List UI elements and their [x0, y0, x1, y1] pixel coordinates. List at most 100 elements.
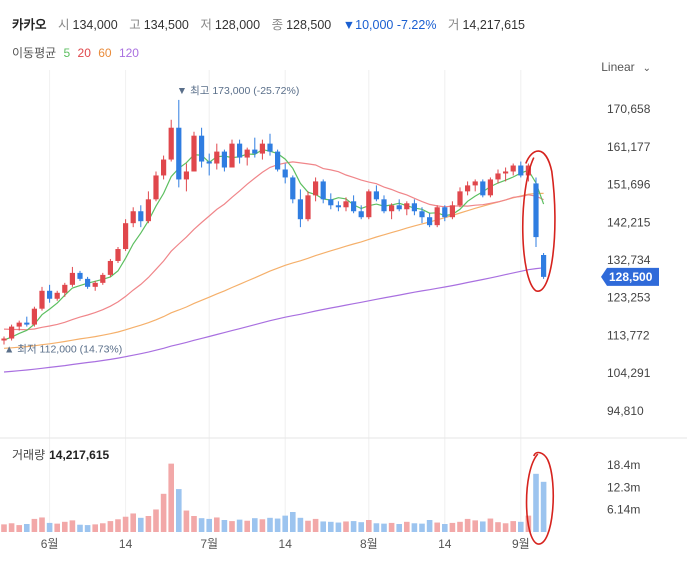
volume-bar	[502, 523, 509, 532]
candle-body	[267, 143, 273, 152]
volume-bar	[533, 473, 539, 532]
volume-bar	[540, 481, 547, 532]
price-tick-label: 161,177	[607, 140, 651, 154]
candle-body	[16, 322, 22, 327]
candle-body	[442, 207, 448, 218]
low-label: 저	[200, 18, 212, 32]
moving-average-legend: 이동평균 5 20 60 120	[12, 44, 143, 61]
volume-panel-value: 14,217,615	[49, 448, 110, 462]
volume-bar	[252, 518, 258, 532]
x-tick-label: 8월	[360, 537, 378, 551]
price-tick-label: 123,253	[607, 291, 651, 305]
volume-bar	[138, 517, 144, 532]
candle-body	[411, 203, 417, 212]
candle-body	[358, 211, 364, 218]
candle-body	[214, 151, 220, 164]
volume-tick-label: 6.14m	[607, 503, 640, 517]
volume-bar	[373, 523, 380, 532]
candle-body	[77, 272, 83, 279]
volume-bar	[31, 518, 38, 532]
candle-body	[366, 191, 372, 218]
volume-bar	[404, 521, 410, 532]
ma120-line	[3, 267, 544, 373]
candle-body	[31, 308, 37, 325]
volume-bar	[464, 518, 471, 532]
ma5-line	[3, 148, 545, 341]
volume-bar	[411, 523, 418, 532]
candle-body	[100, 274, 106, 283]
volume-bar	[312, 518, 319, 532]
volume-bar	[434, 522, 440, 532]
volume-bar	[396, 524, 402, 532]
volume-bar	[487, 518, 494, 532]
volume-panel-label: 거래량	[12, 448, 46, 462]
price-tick-label: 132,734	[607, 253, 651, 267]
volume-bar	[168, 463, 174, 532]
volume-bar	[84, 525, 91, 532]
quote-header: 카카오 시 134,000 고 134,500 저 128,000 종 128,500 …	[12, 14, 533, 33]
candle-body	[9, 326, 15, 339]
volume-bar	[214, 517, 220, 532]
candle-body	[351, 201, 357, 212]
candle-body	[24, 322, 30, 325]
close-value: 128,500	[286, 18, 332, 32]
candle-body	[313, 181, 319, 196]
candle-body	[161, 159, 167, 176]
candle-body	[107, 260, 113, 275]
candle-body	[1, 338, 7, 341]
candle-body	[510, 165, 516, 172]
change-value: ▼10,000 -7.22%	[342, 18, 437, 32]
candle-body	[381, 199, 387, 212]
x-tick-label: 9월	[512, 537, 530, 551]
candle-body	[472, 181, 478, 186]
volume-bar	[381, 523, 387, 532]
volume-bar	[510, 521, 516, 532]
candle-body	[328, 199, 334, 206]
candle-body	[62, 284, 68, 293]
volume-bar	[145, 516, 152, 532]
min-price-annotation: ▲ 최저 112,000 (14.73%)	[4, 343, 122, 355]
candle-body	[541, 255, 547, 277]
volume-bar	[449, 522, 456, 532]
candle-body	[518, 165, 524, 176]
candle-body	[85, 278, 91, 287]
volume-bar	[366, 520, 372, 532]
candle-body	[396, 205, 402, 210]
candle-body	[449, 205, 455, 218]
candle-body	[69, 272, 75, 285]
candle-body	[168, 127, 174, 160]
candle-body	[145, 199, 151, 222]
chevron-down-icon: ⌄	[642, 63, 651, 74]
volume-bar	[92, 524, 98, 532]
candle-body	[244, 149, 250, 158]
open-value: 134,000	[72, 18, 118, 32]
scale-selector[interactable]: Linear ⌄	[601, 60, 651, 74]
last-price-tag	[601, 267, 659, 286]
volume-bar	[229, 521, 235, 532]
volume-bar	[518, 521, 524, 532]
candle-body	[419, 211, 425, 218]
price-tick-label: 170,658	[607, 102, 651, 116]
highlight-circle-volume	[525, 451, 555, 545]
stock-name: 카카오	[12, 18, 47, 32]
candle-body	[199, 135, 205, 162]
scale-label: Linear	[601, 60, 635, 74]
volume-bar	[267, 517, 273, 532]
volume-bar	[244, 520, 250, 532]
candle-body	[176, 127, 182, 180]
volume-bar	[191, 516, 197, 532]
volume-value: 14,217,615	[462, 18, 525, 32]
candle-body	[320, 181, 326, 200]
open-label: 시	[58, 18, 70, 32]
candle-body	[153, 175, 159, 200]
volume-bar	[495, 522, 501, 532]
volume-bar	[343, 521, 349, 532]
candle-body	[533, 183, 539, 238]
volume-bar	[153, 509, 159, 532]
volume-bar	[221, 520, 228, 532]
max-price-annotation: ▼ 최고 173,000 (-25.72%)	[177, 85, 300, 97]
volume-bar	[46, 522, 53, 532]
candle-body	[495, 173, 501, 180]
candle-body	[297, 199, 303, 220]
